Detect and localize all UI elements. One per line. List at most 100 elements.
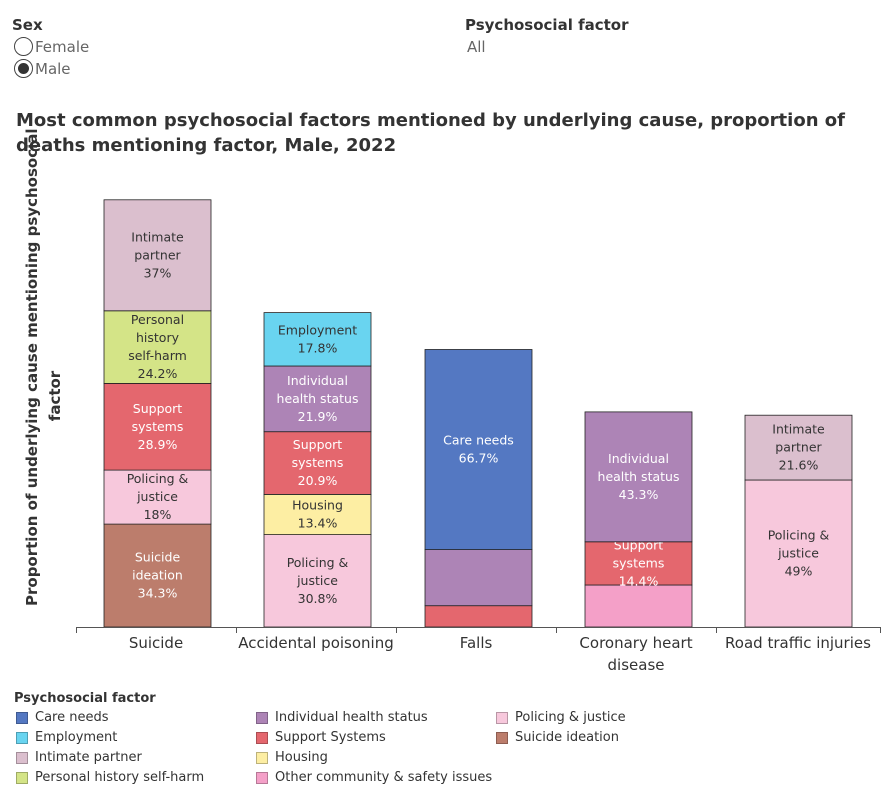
bar-value-label: 43.3% (619, 487, 659, 502)
bar-segment[interactable] (103, 199, 212, 312)
x-tick-label: Suicide (129, 634, 183, 652)
x-tick-group (76, 627, 881, 633)
legend-label: Personal history self-harm (35, 770, 205, 785)
sex-filter-title: Sex (12, 16, 43, 34)
bar-segment-label: justice (296, 573, 338, 588)
bar-segment[interactable] (263, 534, 372, 628)
bar-segment[interactable] (584, 411, 693, 543)
bar-segment-label: Suicide (135, 550, 181, 565)
bar-segment-label: Individual (608, 451, 669, 466)
bar-segment-label: Intimate (772, 422, 825, 437)
bar-segment[interactable] (103, 310, 212, 384)
bar-segment[interactable] (424, 349, 533, 551)
bar-segment[interactable] (263, 312, 372, 367)
legend-item[interactable]: Support Systems (256, 730, 386, 745)
legend-label: Intimate partner (35, 750, 142, 765)
x-tick-label: Coronary heart (579, 634, 692, 652)
stacked-bar-chart: Proportion of underlying cause mentionin… (23, 129, 881, 674)
bar-value-label: 17.8% (298, 340, 338, 355)
bar-segment-label: Policing & (287, 555, 349, 570)
x-tick-label: Falls (460, 634, 493, 652)
legend-swatch (16, 771, 28, 784)
bar-segment-label: Intimate (131, 229, 184, 244)
legend-title: Psychosocial factor (14, 691, 156, 706)
bar-value-label: 24.2% (138, 366, 178, 381)
bar-segment[interactable] (584, 584, 693, 628)
radio-female[interactable] (14, 37, 33, 56)
legend-swatch (256, 711, 268, 724)
bar-segment-label: Support (133, 401, 183, 416)
legend-label: Housing (275, 750, 328, 765)
bar-segment[interactable] (263, 493, 372, 535)
bar-segment[interactable] (424, 549, 533, 607)
legend-label: Policing & justice (515, 710, 626, 725)
bar-value-label: 34.3% (138, 586, 178, 601)
legend-swatch (16, 731, 28, 744)
bar-value-label: 28.9% (138, 437, 178, 452)
bar-value-label: 21.6% (779, 458, 819, 473)
sex-option-female-label: Female (35, 37, 90, 56)
legend-label: Suicide ideation (515, 730, 619, 745)
radio-male[interactable] (14, 59, 33, 78)
legend-item[interactable]: Other community & safety issues (256, 770, 492, 785)
legend-item[interactable]: Intimate partner (16, 750, 142, 765)
sex-option-male-label: Male (35, 59, 71, 78)
legend-swatch (496, 711, 508, 724)
bar-value-label: 49% (785, 564, 813, 579)
bar-value-label: 18% (144, 507, 172, 522)
legend-swatch (256, 751, 268, 764)
bar-segment-label: systems (132, 419, 184, 434)
y-axis-label-line2: factor (46, 370, 64, 421)
bar-segment-label: Personal (131, 312, 184, 327)
bar-segment-label: ideation (132, 568, 183, 583)
bar-segment-label: Care needs (443, 433, 514, 448)
factor-filter-dropdown[interactable]: All (467, 38, 486, 56)
bar-segment-label: partner (134, 247, 181, 262)
bar-segment-label: Employment (278, 322, 357, 337)
legend-item[interactable]: Policing & justice (496, 710, 626, 725)
legend-label: Employment (35, 730, 118, 745)
bar-segment[interactable] (744, 479, 853, 628)
bar-segment-label: Policing & (768, 528, 830, 543)
bar-value-label: 30.8% (298, 591, 338, 606)
bar-value-label: 21.9% (298, 409, 338, 424)
bar-segment-label: self-harm (128, 348, 187, 363)
legend-item[interactable]: Suicide ideation (496, 730, 619, 745)
bar-segment[interactable] (744, 414, 853, 481)
legend-item[interactable]: Employment (16, 730, 117, 745)
legend-label: Support Systems (275, 730, 386, 745)
legend-label: Other community & safety issues (275, 770, 493, 785)
legend-item[interactable]: Personal history self-harm (16, 770, 204, 785)
bar-segment[interactable] (584, 541, 693, 586)
legend-swatch (16, 711, 28, 724)
bar-segment-label: Individual (287, 373, 348, 388)
chart-title: Most common psychosocial factors mention… (16, 110, 845, 156)
bar-segment[interactable] (263, 365, 372, 433)
bar-segment-label: health status (598, 469, 680, 484)
x-tick-label: Accidental poisoning (238, 634, 394, 652)
bar-value-label: 66.7% (459, 451, 499, 466)
legend-swatch (16, 751, 28, 764)
bar-segment-label: justice (136, 489, 178, 504)
bar-value-label: 20.9% (298, 473, 338, 488)
legend-swatch (496, 731, 508, 744)
factor-filter-title: Psychosocial factor (465, 16, 629, 34)
legend-label: Care needs (35, 710, 109, 725)
y-axis-label: Proportion of underlying cause mentionin… (23, 129, 41, 607)
bar-segment[interactable] (424, 605, 533, 628)
bar-segment-label: Support (293, 437, 343, 452)
bar-value-label: 13.4% (298, 516, 338, 531)
bars-group: Suicide ideation 34.3% Policing & justice 18%… (103, 199, 853, 628)
bar-segment-label: history (136, 330, 180, 345)
bar-segment-label: systems (613, 555, 665, 570)
legend-item[interactable]: Care needs (16, 710, 109, 725)
legend-item[interactable]: Housing (256, 750, 328, 765)
bar-segment[interactable] (263, 431, 372, 495)
x-tick-label: Road traffic injuries (725, 634, 871, 652)
sex-option-male[interactable]: Male (14, 59, 71, 78)
bar-segment-label: Housing (292, 498, 343, 513)
sex-option-female[interactable]: Female (14, 37, 89, 56)
bar-segment-label: partner (775, 440, 822, 455)
legend-item[interactable]: Individual health status (256, 710, 428, 725)
legend-swatch (256, 771, 268, 784)
